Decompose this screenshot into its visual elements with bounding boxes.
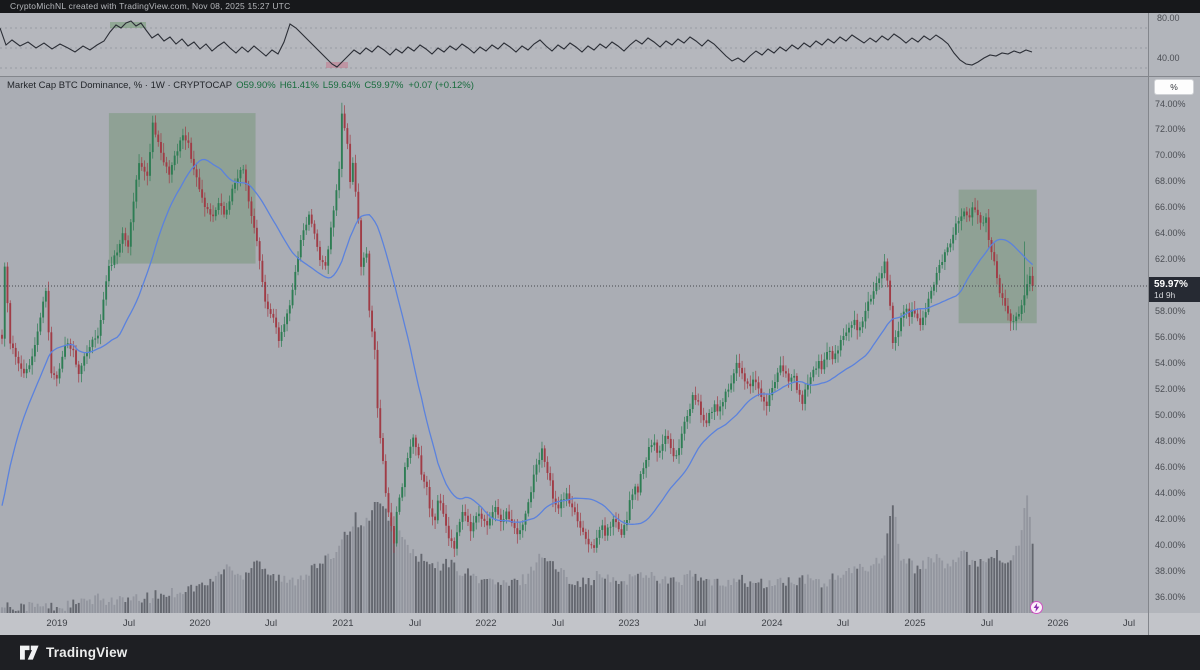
price-axis-label: 62.00% (1155, 254, 1186, 264)
time-axis-label-2022: 2022 (475, 618, 497, 629)
time-axis-label-jul: Jul (551, 618, 565, 629)
price-axis-label: 70.00% (1155, 150, 1186, 160)
price-axis-label: 42.00% (1155, 514, 1186, 524)
footer-bar: TradingView (0, 635, 1200, 670)
ma-line[interactable] (1, 158, 1034, 525)
lightning-bolt-icon (1033, 603, 1040, 612)
time-axis-label-jul: Jul (836, 618, 850, 629)
time-axis-label-jul: Jul (122, 618, 136, 629)
time-axis-label-jul: Jul (408, 618, 422, 629)
last-price-badge: 59.97% 1d 9h (1149, 277, 1200, 302)
time-axis-label-2021: 2021 (332, 618, 354, 629)
percent-unit-button[interactable]: % (1155, 80, 1193, 94)
time-axis-label-jul: Jul (693, 618, 707, 629)
last-price-label: 59.97% (1154, 279, 1188, 290)
overview-oversold-zone (326, 62, 348, 68)
time-axis-label-jul: Jul (980, 618, 994, 629)
pane-separator[interactable] (0, 76, 1200, 77)
price-axis-label: 44.00% (1155, 488, 1186, 498)
attribution-text: CryptoMichNL created with TradingView.co… (10, 1, 291, 11)
price-axis[interactable]: % 59.97% 1d 9h 80.00 40.00 74.00% 72.00% 70.… (1149, 13, 1200, 613)
ohlc-l: L59.64% (322, 80, 361, 91)
time-axis-label-jul: Jul (1122, 618, 1136, 629)
price-axis-label: 52.00% (1155, 384, 1186, 394)
time-axis-label-2025: 2025 (904, 618, 926, 629)
price-axis-label: 68.00% (1155, 176, 1186, 186)
candlestick-chart-canvas[interactable] (0, 77, 1148, 613)
price-axis-label: 64.00% (1155, 228, 1186, 238)
time-axis-label-jul: Jul (264, 618, 278, 629)
price-axis-label: 40.00% (1155, 540, 1186, 550)
price-axis-label: 50.00% (1155, 410, 1186, 420)
attribution-bar: CryptoMichNL created with TradingView.co… (0, 0, 1200, 13)
tradingview-logo-icon[interactable] (20, 644, 39, 661)
time-axis-label-2020: 2020 (189, 618, 211, 629)
change-value: +0.07 (+0.12%) (408, 80, 474, 91)
price-axis-label: 48.00% (1155, 436, 1186, 446)
axis-border (1148, 13, 1149, 635)
overview-line-chart[interactable] (0, 13, 1148, 76)
ohlc-c: C59.97% (364, 80, 404, 91)
overview-axis-label: 80.00 (1157, 13, 1180, 23)
time-axis-label-2023: 2023 (618, 618, 640, 629)
lightning-badge[interactable] (1030, 601, 1043, 614)
price-axis-label: 38.00% (1155, 566, 1186, 576)
overview-axis-label: 40.00 (1157, 53, 1180, 63)
overview-overbought-zone (110, 22, 146, 28)
price-axis-label: 72.00% (1155, 124, 1186, 134)
price-axis-label: 56.00% (1155, 332, 1186, 342)
main-chart-pane[interactable]: Market Cap BTC Dominance, % · 1W · CRYPT… (0, 77, 1148, 613)
time-axis[interactable]: 2019 Jul 2020 Jul 2021 Jul 2022 Jul 2023 Jul 2024 J… (0, 613, 1200, 635)
price-axis-label: 46.00% (1155, 462, 1186, 472)
symbol-legend[interactable]: Market Cap BTC Dominance, % · 1W · CRYPT… (7, 80, 474, 91)
ohlc-h: H61.41% (279, 80, 319, 91)
ohlc-values: O59.90% H61.41% L59.64% C59.97% (232, 80, 403, 91)
volume-bars (1, 495, 1034, 613)
price-axis-label: 74.00% (1155, 99, 1186, 109)
time-axis-label-2026: 2026 (1047, 618, 1069, 629)
overview-series-line (0, 20, 1033, 68)
bar-countdown: 1d 9h (1154, 290, 1176, 300)
price-axis-label: 58.00% (1155, 306, 1186, 316)
ohlc-o: O59.90% (236, 80, 276, 91)
price-axis-label: 36.00% (1155, 592, 1186, 602)
overview-rsi-pane[interactable] (0, 13, 1200, 76)
price-axis-label: 66.00% (1155, 202, 1186, 212)
time-axis-label-2019: 2019 (46, 618, 68, 629)
symbol-title[interactable]: Market Cap BTC Dominance, % · 1W · CRYPT… (7, 80, 233, 91)
tradingview-wordmark[interactable]: TradingView (46, 645, 128, 660)
time-axis-label-2024: 2024 (761, 618, 783, 629)
price-axis-label: 54.00% (1155, 358, 1186, 368)
